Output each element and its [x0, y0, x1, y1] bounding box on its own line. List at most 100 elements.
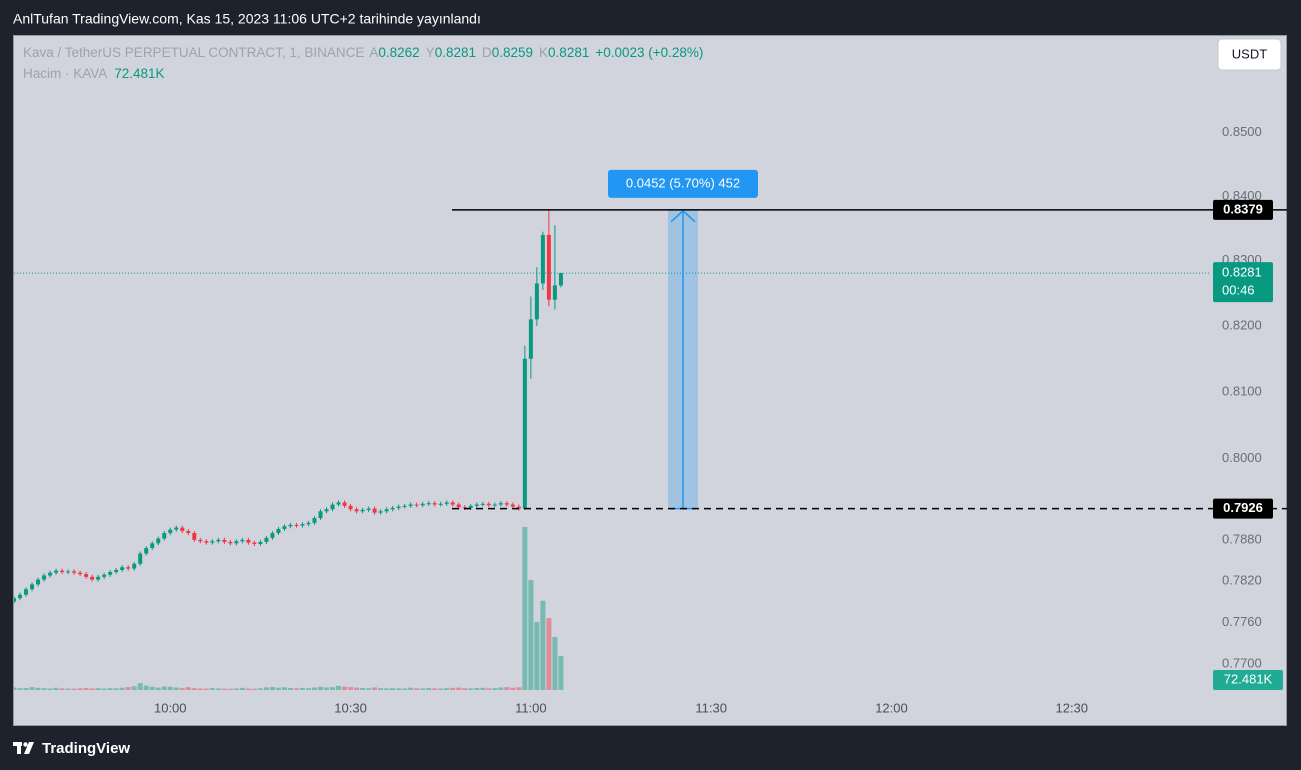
candle-body — [504, 503, 509, 505]
candle-body — [480, 503, 485, 505]
candle-body — [84, 574, 89, 577]
volume-axis-box — [1213, 670, 1283, 690]
legend-ohlc-value: 0.8259 — [492, 45, 533, 60]
volume-bar — [137, 683, 143, 690]
candle-body — [342, 502, 347, 506]
volume-bar — [161, 686, 167, 690]
legend-change: +0.0023 (+0.28%) — [595, 45, 703, 60]
volume-bar — [426, 688, 432, 690]
candle-body — [132, 563, 137, 569]
y-tick-label: 0.8200 — [1222, 317, 1262, 332]
measure-label: 0.0452 (5.70%) 452 — [626, 175, 740, 190]
brand: TradingView — [42, 740, 130, 757]
volume-bar — [354, 687, 360, 690]
candle-body — [510, 504, 515, 507]
volume-bar — [516, 687, 522, 690]
y-tick-label: 0.7880 — [1222, 531, 1262, 546]
volume-bar — [29, 687, 35, 690]
candle-body — [378, 511, 383, 513]
volume-bar — [318, 686, 324, 690]
candle-body — [540, 234, 545, 284]
volume-bar — [324, 687, 330, 690]
candle-body — [156, 538, 161, 544]
candle-body — [138, 553, 143, 564]
candle-body — [90, 576, 95, 580]
candle-body — [474, 504, 479, 506]
candle-body — [66, 571, 71, 573]
candle-body — [444, 502, 449, 504]
candle-body — [384, 509, 389, 512]
candle-body — [270, 533, 275, 538]
volume-bar — [173, 687, 179, 690]
x-tick-label: 10:30 — [334, 700, 367, 715]
candle-body — [402, 505, 407, 507]
y-tick-label: 0.8000 — [1222, 450, 1262, 465]
volume-bar — [486, 688, 492, 690]
volume-bar — [95, 688, 101, 690]
candle-body — [336, 502, 341, 505]
volume-title: Hacim · KAVA — [23, 66, 107, 81]
candle-body — [372, 508, 377, 513]
volume-bar — [360, 687, 366, 690]
candle-body — [468, 505, 473, 508]
volume-bar — [504, 687, 510, 690]
last-price-label: 0.8281 — [1222, 265, 1262, 280]
volume-bar — [59, 688, 65, 690]
x-tick-label: 12:30 — [1055, 700, 1088, 715]
candle-body — [240, 539, 245, 542]
candle-body — [114, 569, 119, 573]
price-axis-label: 0.7926 — [1223, 500, 1263, 515]
volume-bar — [53, 687, 59, 690]
y-tick-label: 0.7700 — [1222, 656, 1262, 671]
volume-bar — [35, 687, 41, 690]
tv-logo — [13, 742, 34, 754]
volume-bar — [414, 688, 420, 690]
legend-ohlc-value: 0.8281 — [548, 45, 589, 60]
candle-body — [42, 575, 47, 580]
candle-body — [216, 539, 221, 542]
volume-bar — [408, 687, 414, 690]
candle-body — [420, 503, 425, 506]
volume-bar — [41, 688, 47, 690]
candle-body — [312, 518, 317, 523]
y-tick-label: 0.7820 — [1222, 572, 1262, 587]
candle-body — [162, 533, 167, 539]
measure-label-box — [608, 169, 758, 198]
candle-body — [258, 541, 263, 544]
volume-bar — [468, 688, 474, 690]
candle-body — [354, 509, 359, 512]
x-tick-label: 11:30 — [695, 700, 727, 715]
volume-bar — [131, 686, 137, 690]
volume-bar — [17, 688, 23, 690]
volume-bar — [312, 687, 318, 690]
volume-bar — [185, 687, 191, 690]
volume-bar — [155, 687, 161, 690]
candle-body — [282, 526, 287, 529]
candle-body — [36, 579, 41, 585]
volume-bar — [65, 688, 71, 690]
volume-bar — [384, 688, 390, 690]
volume-bar — [143, 685, 149, 690]
volume-bar — [342, 686, 348, 690]
volume-bar — [498, 687, 504, 690]
logo-part — [17, 742, 21, 754]
candle-body — [18, 594, 23, 599]
candle-body — [438, 503, 443, 505]
candle-body — [96, 576, 101, 580]
candle-body — [150, 543, 155, 549]
volume-bar — [510, 687, 516, 690]
legend-symbol: Kava / TetherUS PERPETUAL CONTRACT, 1, B… — [23, 45, 364, 60]
candle-body — [528, 319, 533, 359]
candle-body — [48, 572, 53, 576]
y-tick-label: 0.8500 — [1222, 124, 1262, 139]
price-axis-box — [1213, 199, 1273, 220]
candle-body — [186, 531, 191, 534]
volume-bar — [191, 688, 197, 690]
volume-bar — [89, 688, 95, 690]
volume-bar — [227, 688, 233, 690]
volume-bar — [119, 687, 125, 690]
candle-body — [318, 511, 323, 519]
candle-body — [390, 507, 395, 510]
candle-body — [522, 358, 527, 509]
